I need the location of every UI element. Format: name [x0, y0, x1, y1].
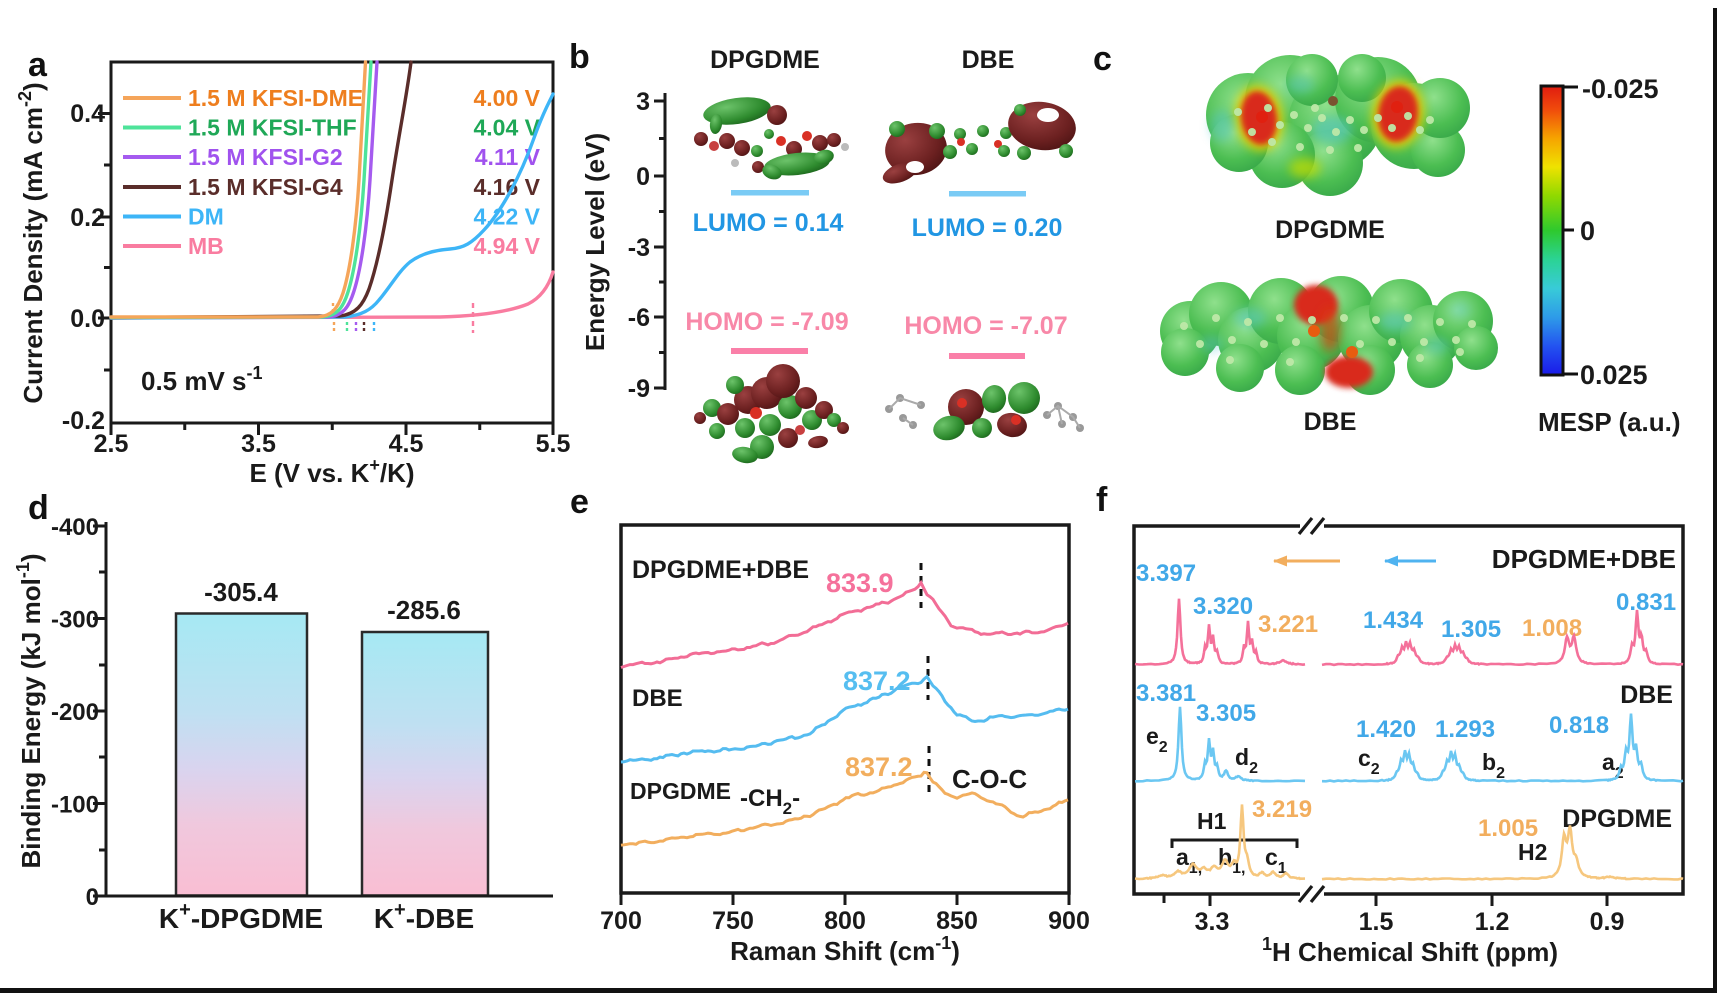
svg-text:LUMO = 0.14: LUMO = 0.14 [693, 209, 844, 237]
svg-text:4.94 V: 4.94 V [474, 233, 541, 259]
svg-text:E (V vs. K+/K): E (V vs. K+/K) [249, 455, 414, 488]
svg-text:MB: MB [188, 233, 224, 259]
svg-text:4.00 V: 4.00 V [474, 85, 541, 111]
svg-text:1.5 M KFSI-G4: 1.5 M KFSI-G4 [188, 174, 343, 200]
svg-text:Raman Shift (cm-1): Raman Shift (cm-1) [730, 933, 960, 966]
svg-text:1.305: 1.305 [1441, 616, 1501, 643]
svg-text:2.5: 2.5 [94, 430, 129, 458]
svg-text:1.293: 1.293 [1435, 716, 1495, 743]
svg-text:0.025: 0.025 [1580, 360, 1648, 390]
svg-text:3: 3 [636, 88, 650, 116]
svg-text:1.420: 1.420 [1356, 716, 1416, 743]
svg-text:-200: -200 [51, 699, 99, 726]
svg-text:H1: H1 [1197, 808, 1227, 834]
svg-text:DPGDME: DPGDME [1275, 216, 1385, 244]
svg-text:0: 0 [1580, 216, 1595, 246]
svg-text:1H Chemical Shift (ppm): 1H Chemical Shift (ppm) [1262, 934, 1558, 967]
svg-text:MESP (a.u.): MESP (a.u.) [1538, 407, 1681, 437]
svg-text:0.5 mV s-1: 0.5 mV s-1 [141, 363, 263, 396]
svg-text:Energy Level (eV): Energy Level (eV) [580, 133, 610, 351]
svg-text:1.2: 1.2 [1475, 908, 1510, 936]
svg-text:1.005: 1.005 [1478, 815, 1538, 842]
svg-text:850: 850 [936, 907, 978, 935]
svg-text:3.305: 3.305 [1196, 700, 1256, 727]
svg-text:-400: -400 [51, 514, 99, 541]
svg-text:1.5 M KFSI-DME: 1.5 M KFSI-DME [188, 85, 363, 111]
svg-text:b: b [569, 38, 590, 76]
svg-text:-100: -100 [51, 792, 99, 819]
svg-text:c1: c1 [1265, 844, 1287, 877]
svg-text:e: e [570, 483, 589, 521]
svg-text:4.5: 4.5 [389, 430, 424, 458]
svg-text:DBE: DBE [1304, 408, 1357, 436]
svg-text:1.5 M KFSI-THF: 1.5 M KFSI-THF [188, 115, 357, 141]
svg-text:Binding Energy (kJ mol-1): Binding Energy (kJ mol-1) [13, 553, 46, 868]
svg-text:4.04 V: 4.04 V [474, 115, 541, 141]
svg-text:K+-DPGDME: K+-DPGDME [159, 899, 323, 934]
svg-text:DBE: DBE [1620, 681, 1673, 709]
svg-text:837.2: 837.2 [843, 666, 911, 696]
svg-text:0: 0 [86, 884, 99, 911]
svg-text:c: c [1093, 40, 1112, 78]
svg-text:1.434: 1.434 [1363, 607, 1424, 634]
svg-text:-305.4: -305.4 [204, 577, 278, 607]
svg-text:833.9: 833.9 [826, 568, 894, 598]
svg-text:0.9: 0.9 [1590, 908, 1625, 936]
svg-text:-6: -6 [628, 304, 650, 332]
svg-text:3.320: 3.320 [1193, 593, 1253, 620]
svg-text:-285.6: -285.6 [387, 595, 461, 625]
svg-text:3.5: 3.5 [241, 430, 276, 458]
svg-text:Current Density (mA cm-2): Current Density (mA cm-2) [15, 82, 48, 403]
svg-text:HOMO = -7.09: HOMO = -7.09 [685, 308, 848, 336]
svg-text:H2: H2 [1518, 839, 1547, 865]
svg-text:5.5: 5.5 [536, 430, 571, 458]
svg-text:f: f [1096, 481, 1108, 519]
svg-text:0.831: 0.831 [1616, 589, 1676, 616]
svg-text:3.219: 3.219 [1252, 796, 1312, 823]
svg-text:-CH2-: -CH2- [740, 785, 800, 818]
svg-text:LUMO = 0.20: LUMO = 0.20 [912, 214, 1063, 242]
svg-text:0.818: 0.818 [1549, 712, 1609, 739]
svg-text:-9: -9 [628, 375, 650, 403]
svg-text:750: 750 [712, 907, 754, 935]
svg-text:-3: -3 [628, 234, 650, 262]
svg-text:d2: d2 [1235, 744, 1258, 777]
svg-text:837.2: 837.2 [845, 752, 913, 782]
svg-text:1.5: 1.5 [1359, 908, 1394, 936]
svg-text:HOMO = -7.07: HOMO = -7.07 [904, 312, 1067, 340]
svg-text:0.2: 0.2 [70, 204, 105, 232]
svg-text:4.22 V: 4.22 V [474, 204, 541, 230]
svg-text:DPGDME: DPGDME [630, 778, 731, 804]
svg-text:DPGDME+DBE: DPGDME+DBE [1492, 544, 1676, 574]
svg-text:DPGDME+DBE: DPGDME+DBE [632, 556, 809, 584]
svg-text:DBE: DBE [632, 685, 683, 712]
svg-text:-300: -300 [51, 607, 99, 634]
svg-text:3.381: 3.381 [1136, 680, 1196, 707]
svg-text:DM: DM [188, 204, 224, 230]
svg-text:DPGDME: DPGDME [1562, 805, 1672, 833]
svg-text:3.3: 3.3 [1195, 908, 1230, 936]
svg-text:DPGDME: DPGDME [710, 46, 820, 74]
svg-text:1.5 M KFSI-G2: 1.5 M KFSI-G2 [188, 144, 343, 170]
svg-text:e2: e2 [1146, 723, 1168, 756]
svg-text:0.4: 0.4 [70, 100, 105, 128]
svg-text:0: 0 [636, 163, 650, 191]
svg-text:c2: c2 [1358, 745, 1380, 778]
svg-text:3.221: 3.221 [1258, 611, 1318, 638]
svg-text:-0.025: -0.025 [1582, 74, 1659, 104]
svg-text:800: 800 [824, 907, 866, 935]
svg-text:3.397: 3.397 [1136, 560, 1196, 587]
svg-text:C-O-C: C-O-C [952, 764, 1027, 794]
svg-text:0.0: 0.0 [70, 305, 105, 333]
svg-text:700: 700 [600, 907, 642, 935]
svg-text:b2: b2 [1482, 749, 1505, 782]
svg-text:900: 900 [1048, 907, 1090, 935]
svg-text:d: d [28, 489, 49, 527]
svg-text:a: a [28, 46, 48, 84]
svg-text:DBE: DBE [962, 46, 1015, 74]
svg-text:b1,: b1, [1218, 844, 1245, 877]
svg-text:K+-DBE: K+-DBE [374, 899, 474, 934]
svg-text:-0.2: -0.2 [62, 407, 105, 435]
